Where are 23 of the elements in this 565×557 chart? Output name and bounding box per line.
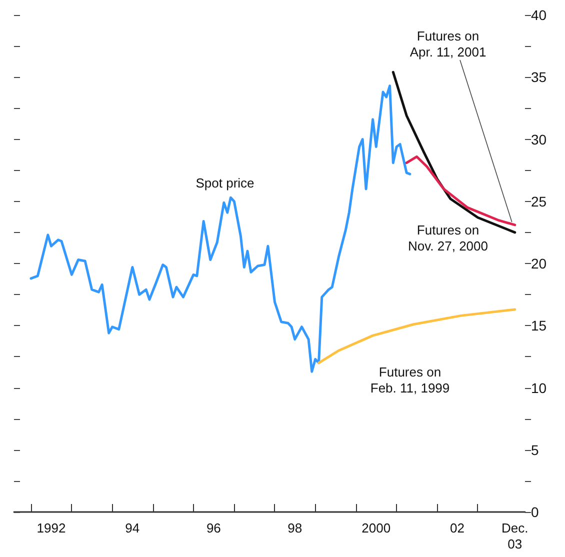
x-tick-label: 98 [288,520,302,536]
annotation: Futures on Feb. 11, 1999 [370,364,450,396]
line-series [392,70,516,234]
y-tick-label: 0 [531,504,539,520]
line-series [318,308,516,364]
x-tick-label: 02 [450,520,465,536]
annotation: Spot price [196,176,254,190]
x-tick-label: Dec. 03 [502,520,528,552]
x-tick-label: 94 [125,520,140,536]
y-tick-label: 10 [531,380,547,396]
x-tick-label: 2000 [362,520,391,536]
y-tick-label: 20 [531,256,547,272]
annotation: Futures on Apr. 11, 2001 [410,28,486,60]
annotation: Futures on Nov. 27, 2000 [408,222,488,254]
x-tick-label: 1992 [36,520,66,536]
y-tick-label: 25 [531,193,547,210]
x-tick-label: 96 [206,520,221,536]
y-tick-label: 40 [531,7,547,23]
y-tick-label: 5 [531,442,539,458]
line-series [405,155,516,226]
y-tick-label: 35 [531,69,547,86]
y-tick-label: 15 [531,318,547,334]
y-tick-label: 30 [531,131,547,148]
